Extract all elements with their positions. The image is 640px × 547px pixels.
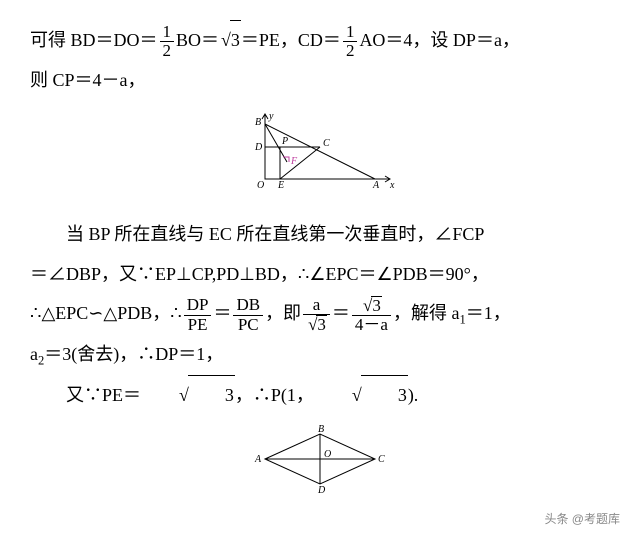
fraction-half-2: 12 xyxy=(343,23,358,61)
svg-text:D: D xyxy=(254,142,263,153)
svg-text:E: E xyxy=(277,180,284,189)
fraction-db-pc: DBPC xyxy=(233,296,263,334)
line-6: a2＝3(舍去)，∴DP＝1， xyxy=(30,335,610,375)
line-2: 则 CP＝4－a， xyxy=(30,61,610,101)
text: 又∵PE＝ xyxy=(66,385,141,405)
text: ＝3(舍去)，∴DP＝1， xyxy=(44,344,223,364)
svg-text:C: C xyxy=(323,138,330,149)
sqrt-3-b: 3 xyxy=(141,375,235,416)
text: a xyxy=(30,344,38,364)
fraction-a-sqrt3: a3 xyxy=(303,296,330,335)
text: ＝ xyxy=(332,303,350,323)
sqrt-3-c: 3 xyxy=(314,375,408,416)
svg-text:A: A xyxy=(372,180,380,189)
text: ＝PE，CD＝ xyxy=(241,30,341,50)
svg-text:O: O xyxy=(324,449,331,460)
svg-text:D: D xyxy=(317,485,326,494)
svg-text:B: B xyxy=(255,117,261,128)
text: 则 CP＝4－a， xyxy=(30,70,146,90)
text: 可得 BD＝DO＝ xyxy=(30,30,158,50)
line-7: 又∵PE＝3，∴P(1，3). xyxy=(30,375,610,416)
line-4: ＝∠DBP，又∵EP⊥CP,PD⊥BD，∴∠EPC＝∠PDB＝90°， xyxy=(30,255,610,295)
text: ，即 xyxy=(265,303,301,323)
svg-text:F: F xyxy=(290,156,298,167)
line-5: ∴△EPC∽△PDB，∴DPPE＝DBPC，即a3＝34－a，解得 a1＝1， xyxy=(30,294,610,335)
svg-text:y: y xyxy=(268,111,274,122)
svg-text:P: P xyxy=(281,136,288,147)
svg-text:O: O xyxy=(257,180,264,189)
svg-text:B: B xyxy=(318,424,324,435)
svg-text:x: x xyxy=(389,180,395,189)
text: AO＝4，设 DP＝a， xyxy=(359,30,520,50)
text: ∴△EPC∽△PDB，∴ xyxy=(30,303,182,323)
fraction-sqrt3-4a: 34－a xyxy=(352,296,391,335)
figure-1: B D P C F O E A x y xyxy=(30,109,610,204)
svg-text:A: A xyxy=(254,454,262,465)
svg-text:C: C xyxy=(378,454,385,465)
figure-2: A B C D O xyxy=(30,424,610,509)
line-1: 可得 BD＝DO＝12BO＝3＝PE，CD＝12AO＝4，设 DP＝a， xyxy=(30,20,610,61)
text: ＝1， xyxy=(466,303,511,323)
line-3: 当 BP 所在直线与 EC 所在直线第一次垂直时，∠FCP xyxy=(30,215,610,255)
text: ，∴P(1， xyxy=(235,385,314,405)
text: BO＝ xyxy=(176,30,219,50)
text: ＝ xyxy=(213,303,231,323)
fraction-half-1: 12 xyxy=(160,23,175,61)
fraction-dp-pe: DPPE xyxy=(184,296,212,334)
text: ，解得 a xyxy=(393,303,460,323)
watermark: 头条 @考题库 xyxy=(544,506,620,532)
text: ＝∠DBP，又∵EP⊥CP,PD⊥BD，∴∠EPC＝∠PDB＝90°， xyxy=(30,264,489,284)
sqrt-3-a: 3 xyxy=(219,20,241,61)
text: ). xyxy=(408,385,419,405)
text: 当 BP 所在直线与 EC 所在直线第一次垂直时，∠FCP xyxy=(66,224,484,244)
